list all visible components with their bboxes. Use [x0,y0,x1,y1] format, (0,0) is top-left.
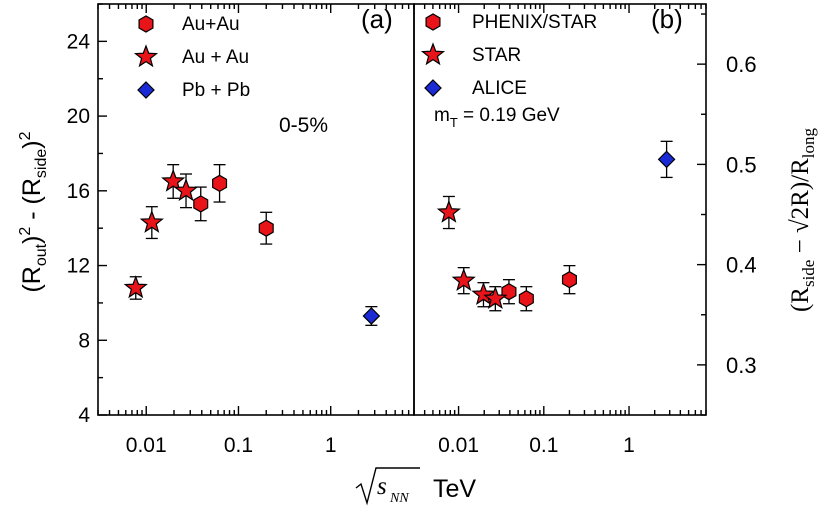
centrality-annotation: 0-5% [279,114,328,137]
x-tick-label-a: 0.1 [224,434,253,457]
point-hexagon-a [258,219,274,237]
point-diamond-a [362,307,381,325]
y-axis-label-right: (Rside − √2R)/Rlong [787,127,818,312]
sqrt-radical-icon [355,467,420,506]
yl-a-sup1: 2 [17,227,34,236]
legend-a-diamond-marker [137,81,155,99]
panel-a-frame [97,3,415,416]
mt-sub: T [450,115,458,130]
y-tick-label-right: 0.3 [726,353,757,378]
x-tick-label-b: 1 [623,434,635,457]
y-tick-label-right: 0.4 [726,253,757,278]
y-tick-label-right: 0.6 [726,52,757,77]
legend-a-hexagon-marker [138,15,154,33]
x-tick-label-a: 1 [325,434,337,457]
y-tick-label-right: 0.5 [726,152,757,177]
point-star-b [483,286,508,310]
point-star-b [451,267,476,291]
point-star-a [123,275,148,299]
yl-b-mid: − √2R)/R [787,158,814,260]
yl-a-sup2: 2 [17,131,34,140]
yl-a-close2: ) [18,140,46,148]
yl-b-sub2: long [799,127,818,158]
legend-b: PHENIX/STAR STAR ALICE [420,12,597,99]
mt-annotation: mT = 0.19 GeV [434,105,560,130]
legend-b-entry-2: STAR [472,45,521,66]
legend-a-star-marker [133,44,159,68]
legend-b-star-marker [420,42,446,66]
legend-b-entry-1: PHENIX/STAR [472,12,597,33]
mt-rest: = 0.19 GeV [458,105,560,126]
y-tick-label-left: 20 [67,105,90,128]
yl-b-sub: side [799,260,818,287]
x-label-s: s [377,473,387,500]
x-label-unit: TeV [433,475,476,503]
panel-label-b: (b) [651,4,683,34]
y-tick-label-left: 16 [67,180,90,203]
mt-m: m [434,105,450,126]
point-star-a [161,168,186,192]
axis-ticks: 0.01 0.1 1 0.01 0.1 1 4 8 12 16 20 24 0.3 0.4 0.5 0.6 [67,3,757,457]
point-hexagon-a [193,195,209,213]
legend-a: Au+Au Au + Au Pb + Pb [133,14,250,101]
y-tick-label-left: 12 [67,255,90,278]
legend-a-entry-1: Au+Au [182,14,240,35]
yl-a-mid: - (R [18,178,46,227]
data-markers [123,150,676,325]
x-tick-label-b: 0.01 [438,434,479,457]
point-diamond-b [657,150,676,169]
y-tick-label-left: 4 [78,404,90,427]
legend-a-entry-2: Au + Au [182,47,249,68]
legend-b-diamond-marker [424,79,442,97]
panel-label-a: (a) [361,4,393,34]
point-star-b [471,281,496,305]
yl-a-sub1: out [33,243,50,266]
point-hexagon-b [518,290,534,308]
legend-a-entry-3: Pb + Pb [182,80,250,101]
x-tick-label-b: 0.1 [529,434,558,457]
y-axis-label-left: (Rout)2 - (Rside)2 [17,131,50,292]
point-hexagon-a [212,174,228,193]
panel-b-frame [413,3,707,416]
y-tick-label-left: 24 [67,30,91,53]
y-tick-label-left: 8 [78,329,90,352]
error-bars [129,140,673,326]
x-label-sub: NN [389,491,409,506]
x-axis-label: s NN TeV [355,467,476,506]
point-hexagon-b [561,270,577,289]
point-star-a [139,209,164,233]
yl-a-sub2: side [33,149,50,178]
yl-a-close1: ) [18,236,46,244]
point-star-b [436,199,461,223]
point-star-a [173,178,199,202]
yl-b-open: (R [787,287,814,312]
legend-b-entry-3: ALICE [472,78,527,99]
legend-b-hexagon-marker [425,13,441,31]
yl-a-open1: (R [18,266,46,292]
x-tick-label-a: 0.01 [126,434,167,457]
